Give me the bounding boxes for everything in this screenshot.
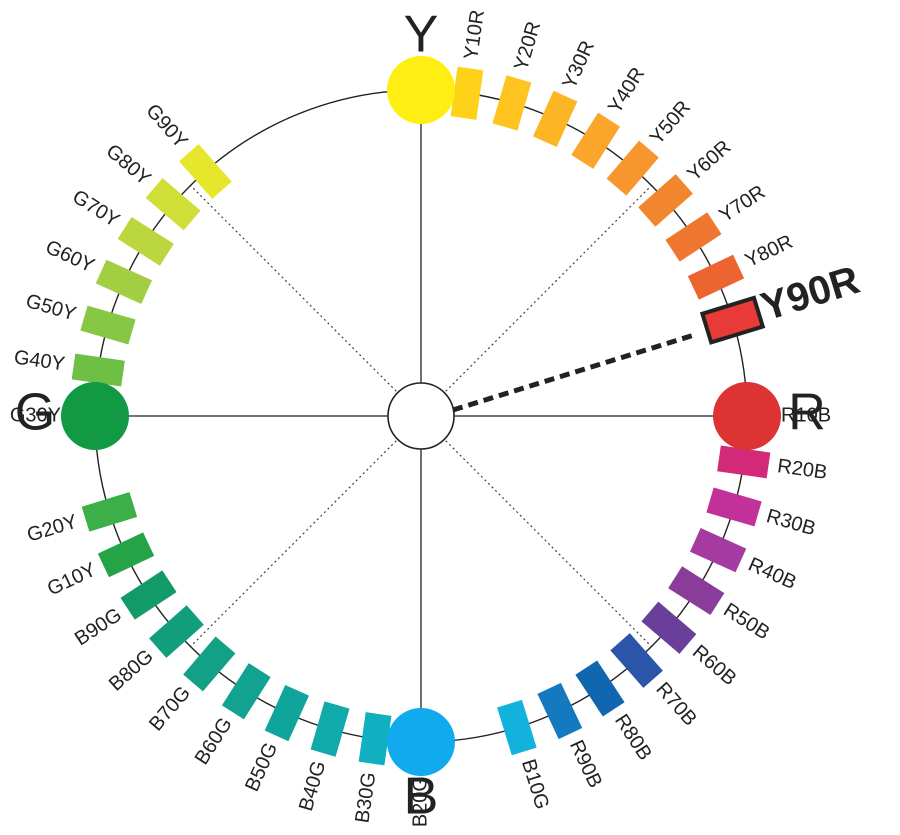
primary-swatch-b: [387, 708, 455, 776]
hue-label-y50r: Y50R: [646, 97, 695, 149]
hue-swatch-b80g: [149, 605, 204, 658]
center-circle: [387, 382, 455, 450]
hue-label-b70g: B70G: [145, 682, 195, 735]
diagonal-guide: [190, 415, 422, 647]
hue-label-y10r: Y10R: [460, 8, 489, 61]
hue-swatch-b50g: [264, 684, 309, 742]
hue-swatch-y20r: [492, 75, 532, 131]
hue-label-r70b: R70B: [651, 678, 701, 730]
hue-label-y80r: Y80R: [742, 231, 797, 272]
hue-label-b80g: B80G: [105, 645, 158, 695]
hue-swatch-y50r: [606, 140, 659, 196]
hue-label-g30y: G30Y: [10, 404, 61, 426]
hue-label-g50y: G50Y: [23, 290, 78, 325]
hue-label-r30b: R30B: [764, 505, 818, 540]
hue-label-r40b: R40B: [745, 553, 800, 594]
primary-label-r: R: [788, 384, 826, 442]
hue-label-g90y: G90Y: [141, 100, 191, 153]
hue-label-y30r: Y30R: [558, 37, 599, 92]
hue-label-b20g: B20G: [409, 776, 431, 827]
diagonal-guide: [190, 185, 422, 417]
hue-swatch-r90b: [537, 682, 583, 740]
hue-swatch-y60r: [638, 174, 693, 227]
hue-label-b10g: B10G: [517, 757, 553, 812]
primary-label-b: B: [404, 768, 439, 826]
hue-swatch-g50y: [80, 305, 136, 345]
hue-swatch-b90g: [120, 570, 177, 620]
guide-lines: [95, 90, 747, 742]
hue-swatch-r30b: [706, 487, 762, 527]
hue-swatches: [70, 66, 772, 767]
hue-label-b40g: B40G: [295, 758, 330, 813]
hue-swatch-r70b: [610, 633, 663, 688]
hue-label-y60r: Y60R: [683, 136, 735, 186]
diagonal-guide: [420, 415, 652, 647]
hue-label-b30g: B30G: [351, 771, 380, 825]
highlight-pointer: [452, 332, 696, 413]
hue-label-y70r: Y70R: [715, 181, 769, 227]
hue-swatch-b70g: [183, 636, 236, 692]
hue-swatch-g80y: [145, 178, 201, 231]
hue-label-y20r: Y20R: [510, 19, 545, 73]
hue-swatch-y90r: [699, 295, 766, 345]
hue-label-r20b: R20B: [776, 455, 829, 484]
hue-label-g80y: G80Y: [102, 140, 155, 190]
primary-swatch-y: [387, 56, 455, 124]
hue-label-r10b: R10B: [781, 404, 831, 426]
hue-label-g60y: G60Y: [42, 236, 98, 277]
hue-label-r80b: R80B: [610, 710, 656, 764]
hue-swatch-g60y: [95, 259, 153, 304]
hue-label-b50g: B50G: [241, 739, 282, 795]
diagonal-guide: [420, 185, 652, 417]
hue-label-g10y: G10Y: [44, 559, 100, 601]
hue-swatch-r50b: [668, 566, 725, 616]
primary-label-y: Y: [404, 6, 439, 64]
hue-label-r60b: R60B: [688, 641, 740, 690]
hue-swatch-g70y: [117, 216, 174, 266]
primary-swatches: Y R B G: [15, 6, 826, 826]
hue-swatch-y80r: [687, 254, 745, 300]
hue-swatch-r80b: [575, 660, 625, 717]
hue-swatch-b30g: [358, 712, 392, 766]
hue-label-g40y: G40Y: [12, 346, 66, 375]
hue-label-b90g: B90G: [71, 604, 126, 650]
hue-label-b60g: B60G: [191, 714, 237, 769]
hue-label-r50b: R50B: [719, 599, 773, 644]
hue-swatch-g40y: [71, 353, 125, 387]
hue-swatch-r20b: [717, 445, 771, 479]
primary-label-g: G: [15, 384, 55, 442]
hue-swatch-y30r: [533, 90, 578, 148]
primary-swatch-g: [61, 382, 129, 450]
primary-swatch-r: [713, 382, 781, 450]
hue-swatch-b10g: [497, 699, 537, 756]
hue-swatch-r60b: [641, 601, 697, 654]
hue-label-g20y: G20Y: [25, 511, 80, 547]
hue-label-r90b: R90B: [565, 737, 606, 792]
hue-swatch-y40r: [571, 112, 621, 169]
hue-swatch-b40g: [310, 701, 350, 757]
hue-label-y40r: Y40R: [604, 64, 649, 118]
hue-swatch-y10r: [450, 66, 484, 120]
hue-swatch-g20y: [81, 492, 138, 532]
hue-swatch-g90y: [179, 144, 232, 199]
highlight-label: Y90R: [756, 258, 865, 330]
hue-swatch-y70r: [665, 212, 722, 262]
hue-swatch-r40b: [689, 528, 747, 573]
hue-swatch-b60g: [221, 663, 271, 720]
hue-label-g70y: G70Y: [68, 186, 123, 232]
hue-swatch-g10y: [97, 532, 155, 578]
